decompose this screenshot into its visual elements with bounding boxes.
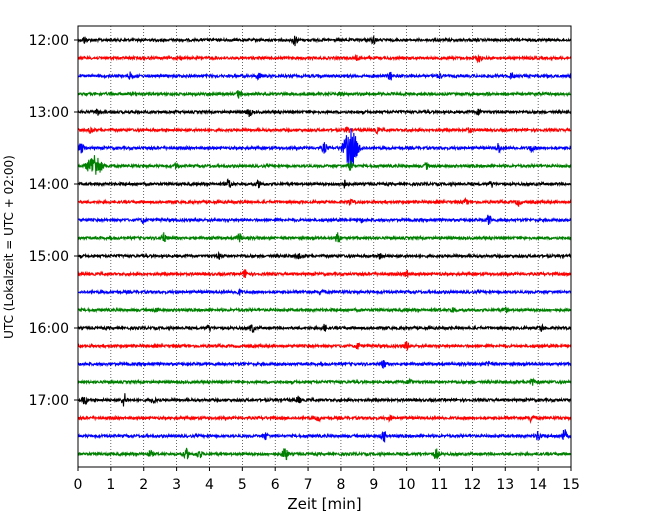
- trace-1745: [77, 447, 572, 461]
- trace-1615: [77, 341, 572, 352]
- trace-1300: [77, 108, 572, 118]
- trace-1315: [77, 126, 571, 136]
- trace-1430: [77, 214, 572, 225]
- trace-1630: [77, 360, 571, 369]
- x-tick-label-1: 1: [106, 477, 115, 493]
- trace-1600: [77, 322, 572, 333]
- x-tick-label-4: 4: [205, 477, 214, 493]
- y-tick-label-0: 12:00: [29, 33, 69, 49]
- x-tick-label-11: 11: [431, 477, 449, 493]
- x-tick-label-15: 15: [562, 477, 580, 493]
- y-tick-label-3: 15:00: [29, 249, 69, 265]
- y-tick-label-1: 13:00: [29, 105, 69, 121]
- trace-1645: [77, 377, 571, 386]
- y-tick-label-2: 14:00: [29, 177, 69, 193]
- trace-1500: [77, 250, 572, 261]
- x-axis-ticks: 0 1 2 3 4 5 6 7 8 9 10 11 12 13 14 15: [74, 467, 580, 493]
- traces: [77, 34, 572, 461]
- x-tick-label-3: 3: [172, 477, 181, 493]
- trace-1330: [77, 128, 572, 168]
- y-axis-ticks: 12:00 13:00 14:00 15:00 16:00 17:00: [29, 33, 78, 409]
- x-tick-label-8: 8: [336, 477, 345, 493]
- x-tick-label-6: 6: [271, 477, 280, 493]
- trace-1700: [77, 393, 572, 407]
- trace-1545: [77, 306, 572, 314]
- y-tick-label-5: 17:00: [29, 393, 69, 409]
- x-tick-label-5: 5: [238, 477, 247, 493]
- trace-1230: [77, 71, 572, 81]
- y-tick-label-4: 16:00: [29, 321, 69, 337]
- x-tick-label-10: 10: [398, 477, 416, 493]
- trace-1715: [77, 414, 572, 425]
- x-tick-label-13: 13: [496, 477, 514, 493]
- x-tick-label-9: 9: [369, 477, 378, 493]
- x-tick-label-2: 2: [139, 477, 148, 493]
- x-axis-label: Zeit [min]: [287, 495, 361, 513]
- x-tick-label-0: 0: [74, 477, 83, 493]
- trace-1530: [77, 287, 572, 296]
- trace-1215: [77, 53, 572, 64]
- trace-1415: [77, 196, 572, 208]
- trace-1345: [77, 155, 572, 175]
- y-axis-label: UTC (Lokalzeit = UTC + 02:00): [2, 155, 16, 339]
- trace-1400: [77, 178, 572, 189]
- trace-1445: [77, 232, 572, 243]
- x-tick-label-12: 12: [463, 477, 481, 493]
- trace-1515: [77, 269, 572, 279]
- trace-1730: [77, 429, 572, 444]
- x-tick-label-7: 7: [304, 477, 313, 493]
- trace-1200: [77, 34, 572, 47]
- plot-frame: [77, 25, 572, 468]
- x-tick-label-14: 14: [529, 477, 547, 493]
- trace-1245: [77, 89, 572, 99]
